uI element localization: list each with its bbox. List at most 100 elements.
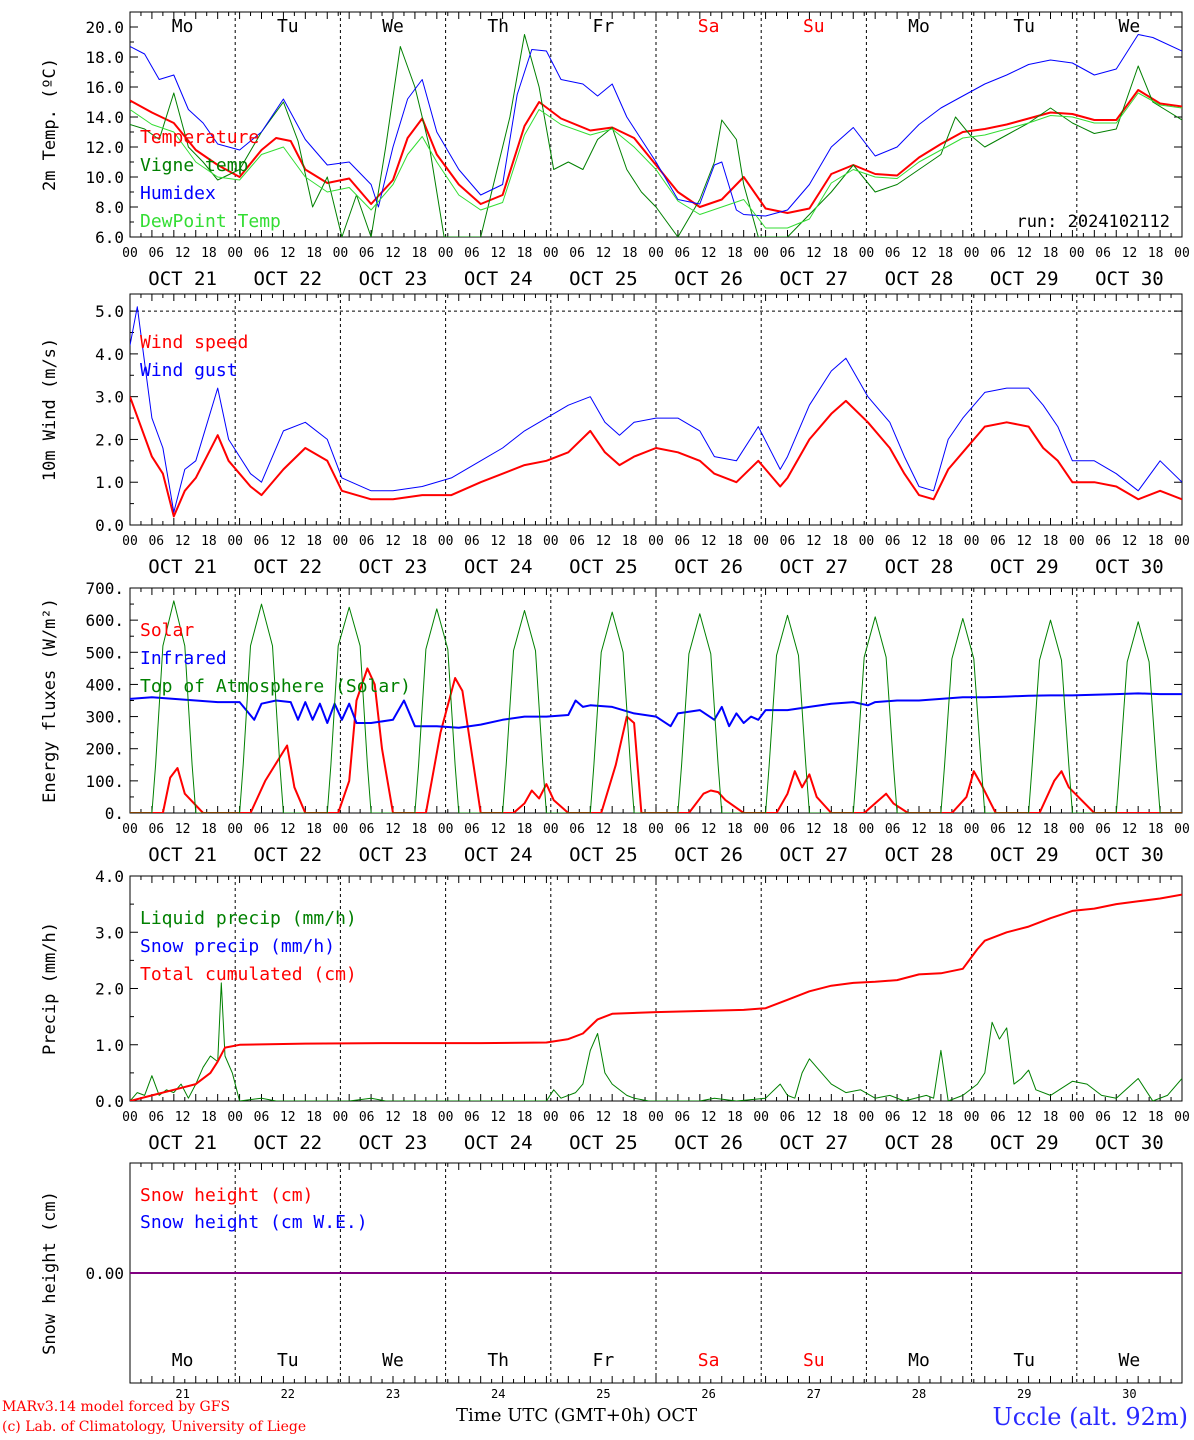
wind-date-label: OCT 26 xyxy=(674,556,743,578)
flux-hour-tick-label: 00 xyxy=(964,822,980,837)
wind-hour-tick-label: 12 xyxy=(911,534,927,549)
snow-y-tick-label: 0.00 xyxy=(85,1264,124,1283)
precip-hour-tick-label: 06 xyxy=(990,1110,1006,1125)
temp-hour-tick-label: 18 xyxy=(622,246,638,261)
wind-y-tick-label: 2.0 xyxy=(95,430,124,449)
weekday-label: Mo xyxy=(172,1350,194,1371)
x-axis-title: Time UTC (GMT+0h) OCT xyxy=(456,1405,698,1426)
flux-series-solar xyxy=(130,667,1182,813)
precip-date-label: OCT 23 xyxy=(359,1132,428,1154)
flux-hour-tick-label: 12 xyxy=(385,822,401,837)
wind-hour-tick-label: 00 xyxy=(227,534,243,549)
precip-hour-tick-label: 00 xyxy=(333,1110,349,1125)
day-number-label: 24 xyxy=(491,1387,505,1401)
flux-hour-tick-label: 18 xyxy=(1148,822,1164,837)
temp-hour-tick-label: 18 xyxy=(832,246,848,261)
flux-hour-tick-label: 00 xyxy=(543,822,559,837)
weekday-label: Sa xyxy=(698,1350,720,1371)
wind-hour-tick-label: 06 xyxy=(990,534,1006,549)
precip-hour-tick-label: 06 xyxy=(780,1110,796,1125)
precip-date-label: OCT 25 xyxy=(569,1132,638,1154)
wind-series-wind-speed xyxy=(130,396,1182,518)
wind-hour-tick-label: 06 xyxy=(148,534,164,549)
weekday-label: Tu xyxy=(277,16,299,37)
temp-hour-tick-label: 18 xyxy=(1043,246,1059,261)
wind-date-label: OCT 28 xyxy=(885,556,954,578)
temp-legend-entry: DewPoint Temp xyxy=(140,211,281,232)
day-number-label: 23 xyxy=(386,1387,400,1401)
temp-hour-tick-label: 00 xyxy=(1174,246,1190,261)
flux-date-label: OCT 21 xyxy=(148,844,217,866)
flux-hour-tick-label: 06 xyxy=(569,822,585,837)
precip-hour-tick-label: 00 xyxy=(1174,1110,1190,1125)
flux-date-label: OCT 24 xyxy=(464,844,533,866)
flux-hour-tick-label: 18 xyxy=(832,822,848,837)
precip-hour-tick-label: 18 xyxy=(622,1110,638,1125)
flux-hour-tick-label: 18 xyxy=(517,822,533,837)
wind-hour-tick-label: 18 xyxy=(1148,534,1164,549)
day-number-label: 30 xyxy=(1122,1387,1136,1401)
wind-date-label: OCT 25 xyxy=(569,556,638,578)
wind-hour-tick-label: 00 xyxy=(543,534,559,549)
station-label: Uccle (alt. 92m) xyxy=(992,1403,1188,1431)
flux-hour-tick-label: 06 xyxy=(464,822,480,837)
precip-hour-tick-label: 12 xyxy=(1122,1110,1138,1125)
temp-hour-tick-label: 12 xyxy=(596,246,612,261)
precip-hour-tick-label: 06 xyxy=(885,1110,901,1125)
precip-date-label: OCT 24 xyxy=(464,1132,533,1154)
precip-hour-tick-label: 12 xyxy=(911,1110,927,1125)
wind-hour-tick-label: 12 xyxy=(1016,534,1032,549)
wind-date-label: OCT 30 xyxy=(1095,556,1164,578)
wind-hour-tick-label: 12 xyxy=(385,534,401,549)
temp-hour-tick-label: 12 xyxy=(806,246,822,261)
wind-y-axis-label: 10m Wind (m/s) xyxy=(40,338,60,481)
temp-hour-tick-label: 12 xyxy=(490,246,506,261)
wind-date-label: OCT 29 xyxy=(990,556,1059,578)
flux-hour-tick-label: 06 xyxy=(148,822,164,837)
wind-hour-tick-label: 00 xyxy=(122,534,138,549)
snow-legend-entry: Snow height (cm) xyxy=(140,1185,313,1206)
flux-panel: 0. 100. 200. 300. 400. 500. 600. 700. Energy flu… xyxy=(40,579,1190,866)
flux-frame xyxy=(129,587,1183,814)
wind-hour-tick-label: 06 xyxy=(885,534,901,549)
wind-hour-tick-label: 06 xyxy=(254,534,270,549)
flux-hour-tick-label: 00 xyxy=(227,822,243,837)
wind-series-group xyxy=(130,306,1182,518)
precip-hour-tick-label: 00 xyxy=(648,1110,664,1125)
precip-hour-tick-label: 18 xyxy=(727,1110,743,1125)
temp-series-group xyxy=(130,34,1182,237)
precip-date-label: OCT 28 xyxy=(885,1132,954,1154)
temp-hour-tick-label: 06 xyxy=(569,246,585,261)
temp-hour-tick-label: 06 xyxy=(990,246,1006,261)
weekday-label: Th xyxy=(487,16,509,37)
precip-y-tick-label: 3.0 xyxy=(95,923,124,942)
day-number-label: 21 xyxy=(175,1387,189,1401)
wind-hour-tick-label: 00 xyxy=(648,534,664,549)
flux-hour-tick-label: 12 xyxy=(175,822,191,837)
flux-y-tick-label: 200. xyxy=(85,740,124,759)
temp-hour-tick-label: 12 xyxy=(385,246,401,261)
flux-y-tick-label: 300. xyxy=(85,708,124,727)
temp-hour-tick-label: 12 xyxy=(911,246,927,261)
snow-legend-entry: Snow height (cm W.E.) xyxy=(140,1212,368,1233)
precip-hour-tick-label: 00 xyxy=(438,1110,454,1125)
precip-legend-entry: Total cumulated (cm) xyxy=(140,964,357,985)
day-number-label: 29 xyxy=(1017,1387,1031,1401)
temp-date-label: OCT 27 xyxy=(779,268,848,290)
weekday-label: Mo xyxy=(908,16,930,37)
wind-y-tick-label: 0.0 xyxy=(95,516,124,535)
precip-hour-tick-label: 18 xyxy=(306,1110,322,1125)
flux-hour-tick-label: 12 xyxy=(1122,822,1138,837)
temp-hour-tick-label: 00 xyxy=(122,246,138,261)
temp-hour-tick-label: 06 xyxy=(464,246,480,261)
temp-hour-tick-label: 00 xyxy=(648,246,664,261)
wind-y-tick-label: 5.0 xyxy=(95,302,124,321)
precip-hour-tick-label: 18 xyxy=(517,1110,533,1125)
temp-hour-tick-label: 06 xyxy=(885,246,901,261)
run-label: run: 2024102112 xyxy=(1016,212,1170,232)
temp-y-tick-label: 16.0 xyxy=(85,78,124,97)
wind-date-label: OCT 22 xyxy=(253,556,322,578)
precip-series-group xyxy=(130,893,1182,1101)
precip-legend-entry: Snow precip (mm/h) xyxy=(140,936,335,957)
